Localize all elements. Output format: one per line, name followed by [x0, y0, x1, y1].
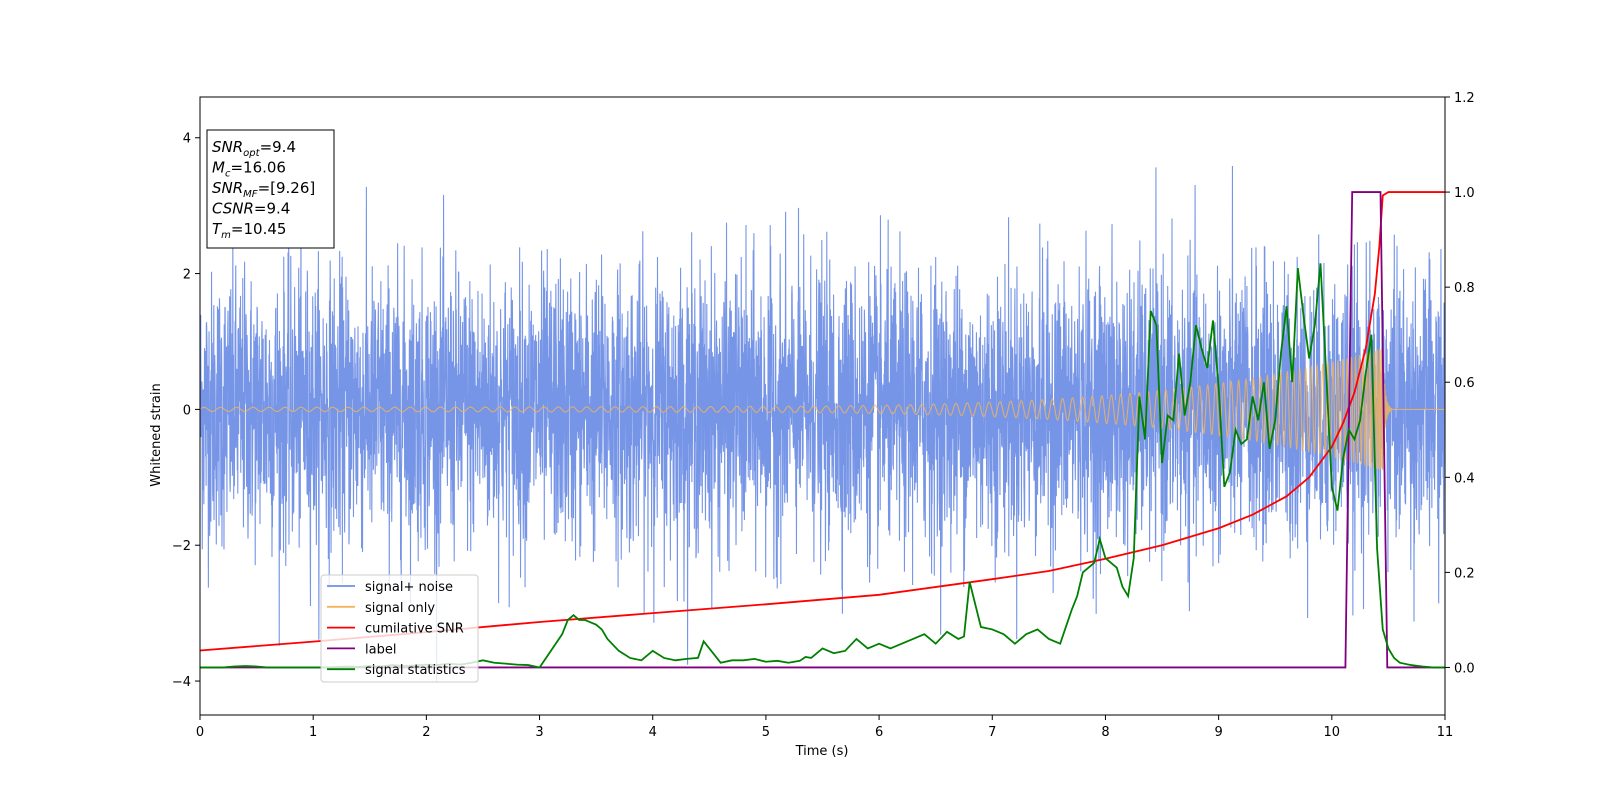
y2-tick-label: 0.0	[1454, 661, 1475, 676]
y2-tick-label: 0.6	[1454, 376, 1475, 391]
y2-tick-label: 0.2	[1454, 566, 1475, 581]
legend: signal+ noise signal only cumilative SNR la…	[320, 574, 479, 683]
y-tick-label: 4	[183, 132, 191, 147]
x-tick-label: 3	[535, 725, 543, 740]
series-cumulative-snr-line	[200, 191, 1445, 652]
legend-entry-label: signal statistics	[365, 663, 466, 678]
x-tick-label: 9	[1214, 725, 1222, 740]
plot-area	[200, 166, 1445, 683]
series-signal-noise-line	[200, 166, 1445, 683]
y-tick-label: −4	[172, 675, 191, 690]
series-label-line	[200, 191, 1445, 669]
info-box-frame	[206, 129, 335, 249]
y2-tick-label: 1.0	[1454, 186, 1475, 201]
x-tick-label: 4	[649, 725, 657, 740]
y-axis-label: Whitened strain	[149, 383, 164, 486]
x-tick-label: 10	[1324, 725, 1341, 740]
x-tick-label: 1	[309, 725, 317, 740]
legend-frame	[320, 574, 479, 683]
info-line: Mc=16.06	[212, 159, 286, 180]
legend-entry-label: cumilative SNR	[365, 622, 464, 637]
x-tick-label: 6	[875, 725, 883, 740]
info-line: SNRMF=[9.26]	[212, 179, 315, 200]
y-tick-label: 0	[183, 403, 191, 418]
info-line: CSNR=9.4	[212, 200, 290, 218]
y-tick-label: −2	[172, 539, 191, 554]
info-line: Tm=10.45	[212, 220, 286, 241]
x-tick-label: 8	[1101, 725, 1109, 740]
x-axis-label: Time (s)	[795, 744, 849, 759]
info-line: SNRopt=9.4	[212, 138, 296, 159]
x-tick-label: 5	[762, 725, 770, 740]
plot-frame	[199, 96, 1446, 716]
x-tick-label: 0	[196, 725, 204, 740]
y2-tick-label: 1.2	[1454, 91, 1475, 106]
series-signal-only-line	[200, 348, 1445, 471]
x-tick-label: 11	[1437, 725, 1454, 740]
x-tick-label: 7	[988, 725, 996, 740]
legend-entry-label: label	[365, 642, 396, 657]
x-tick-label: 2	[422, 725, 430, 740]
axes: 0 1 2 3 4 5 6 7 8 9 10 11 4 2 0 −2 −4 1.2 1.0 0.8 0.6 0.4 0.2 0…	[172, 91, 1475, 740]
y2-tick-label: 0.4	[1454, 471, 1475, 486]
legend-entry-label: signal only	[365, 601, 435, 616]
y2-tick-label: 0.8	[1454, 281, 1475, 296]
legend-entry-label: signal+ noise	[365, 580, 453, 595]
y-tick-label: 2	[183, 268, 191, 283]
